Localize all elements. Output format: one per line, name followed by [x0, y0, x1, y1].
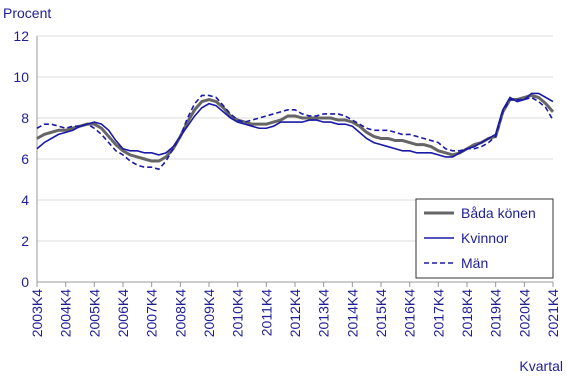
x-tick-label: 2004K4 [58, 289, 74, 337]
x-tick-label: 2019K4 [488, 289, 504, 337]
x-tick-label: 2005K4 [86, 289, 102, 337]
x-axis-label: Kvartal [519, 358, 563, 374]
x-tick-label: 2015K4 [373, 289, 389, 337]
legend-label: Kvinnor [461, 230, 509, 246]
y-tick-label: 8 [21, 110, 29, 126]
y-tick-label: 2 [21, 233, 29, 249]
y-tick-label: 12 [13, 28, 29, 44]
x-tick-label: 2003K4 [29, 289, 45, 337]
x-tick-label: 2020K4 [516, 289, 532, 337]
line-series [36, 94, 554, 171]
y-tick-label: 6 [21, 151, 29, 167]
x-tick-label: 2006K4 [115, 289, 131, 337]
x-tick-label: 2013K4 [316, 289, 332, 337]
legend-label: Båda könen [461, 205, 536, 221]
legend-label: Män [461, 255, 488, 271]
line-series [36, 92, 554, 158]
x-tick-label: 2008K4 [172, 289, 188, 337]
x-tick-label: 2011K4 [258, 289, 274, 336]
y-tick-label: 0 [21, 274, 29, 290]
x-tick-label: 2016K4 [402, 289, 418, 337]
x-tick-label: 2009K4 [201, 289, 217, 337]
y-tick-label: 10 [13, 69, 29, 85]
y-axis-label: Procent [3, 5, 51, 21]
x-tick-label: 2010K4 [230, 289, 246, 337]
x-tick-label: 2012K4 [287, 289, 303, 337]
y-tick-label: 4 [21, 192, 29, 208]
x-tick-label: 2007K4 [144, 289, 160, 337]
x-tick-label: 2021K4 [545, 289, 561, 337]
x-tick-label: 2018K4 [459, 289, 475, 337]
line-series [36, 93, 555, 163]
x-tick-label: 2014K4 [344, 289, 360, 337]
x-tick-label: 2017K4 [430, 289, 446, 337]
